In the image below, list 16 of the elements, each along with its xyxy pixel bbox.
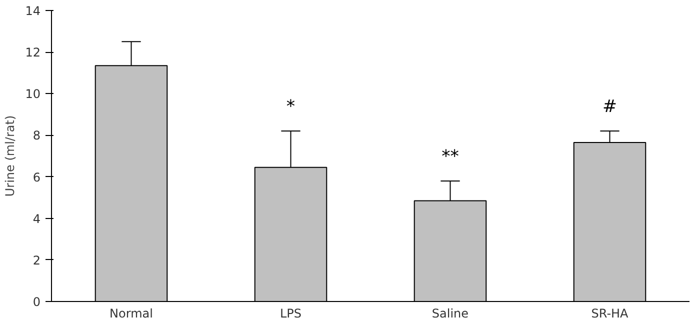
y-tick-label: 0 [32,295,41,309]
x-tick-label: SR-HA [591,306,630,320]
y-tick-label: 2 [32,253,41,268]
y-tick-label: 8 [32,128,41,143]
x-tick-label: Saline [432,306,469,320]
annotation: * [286,97,296,118]
x-tick-label: LPS [280,306,302,320]
annotation: ** [442,146,460,167]
x-tick-label: Normal [110,306,153,320]
y-tick-label: 4 [32,212,41,226]
annotation: # [602,97,618,118]
y-tick-label: 6 [32,170,41,184]
y-tick-label: 14 [25,4,41,18]
y-axis-title: Urine (ml/rat) [3,115,18,197]
y-tick-label: 12 [25,46,41,60]
y-tick-label: 10 [25,87,41,102]
